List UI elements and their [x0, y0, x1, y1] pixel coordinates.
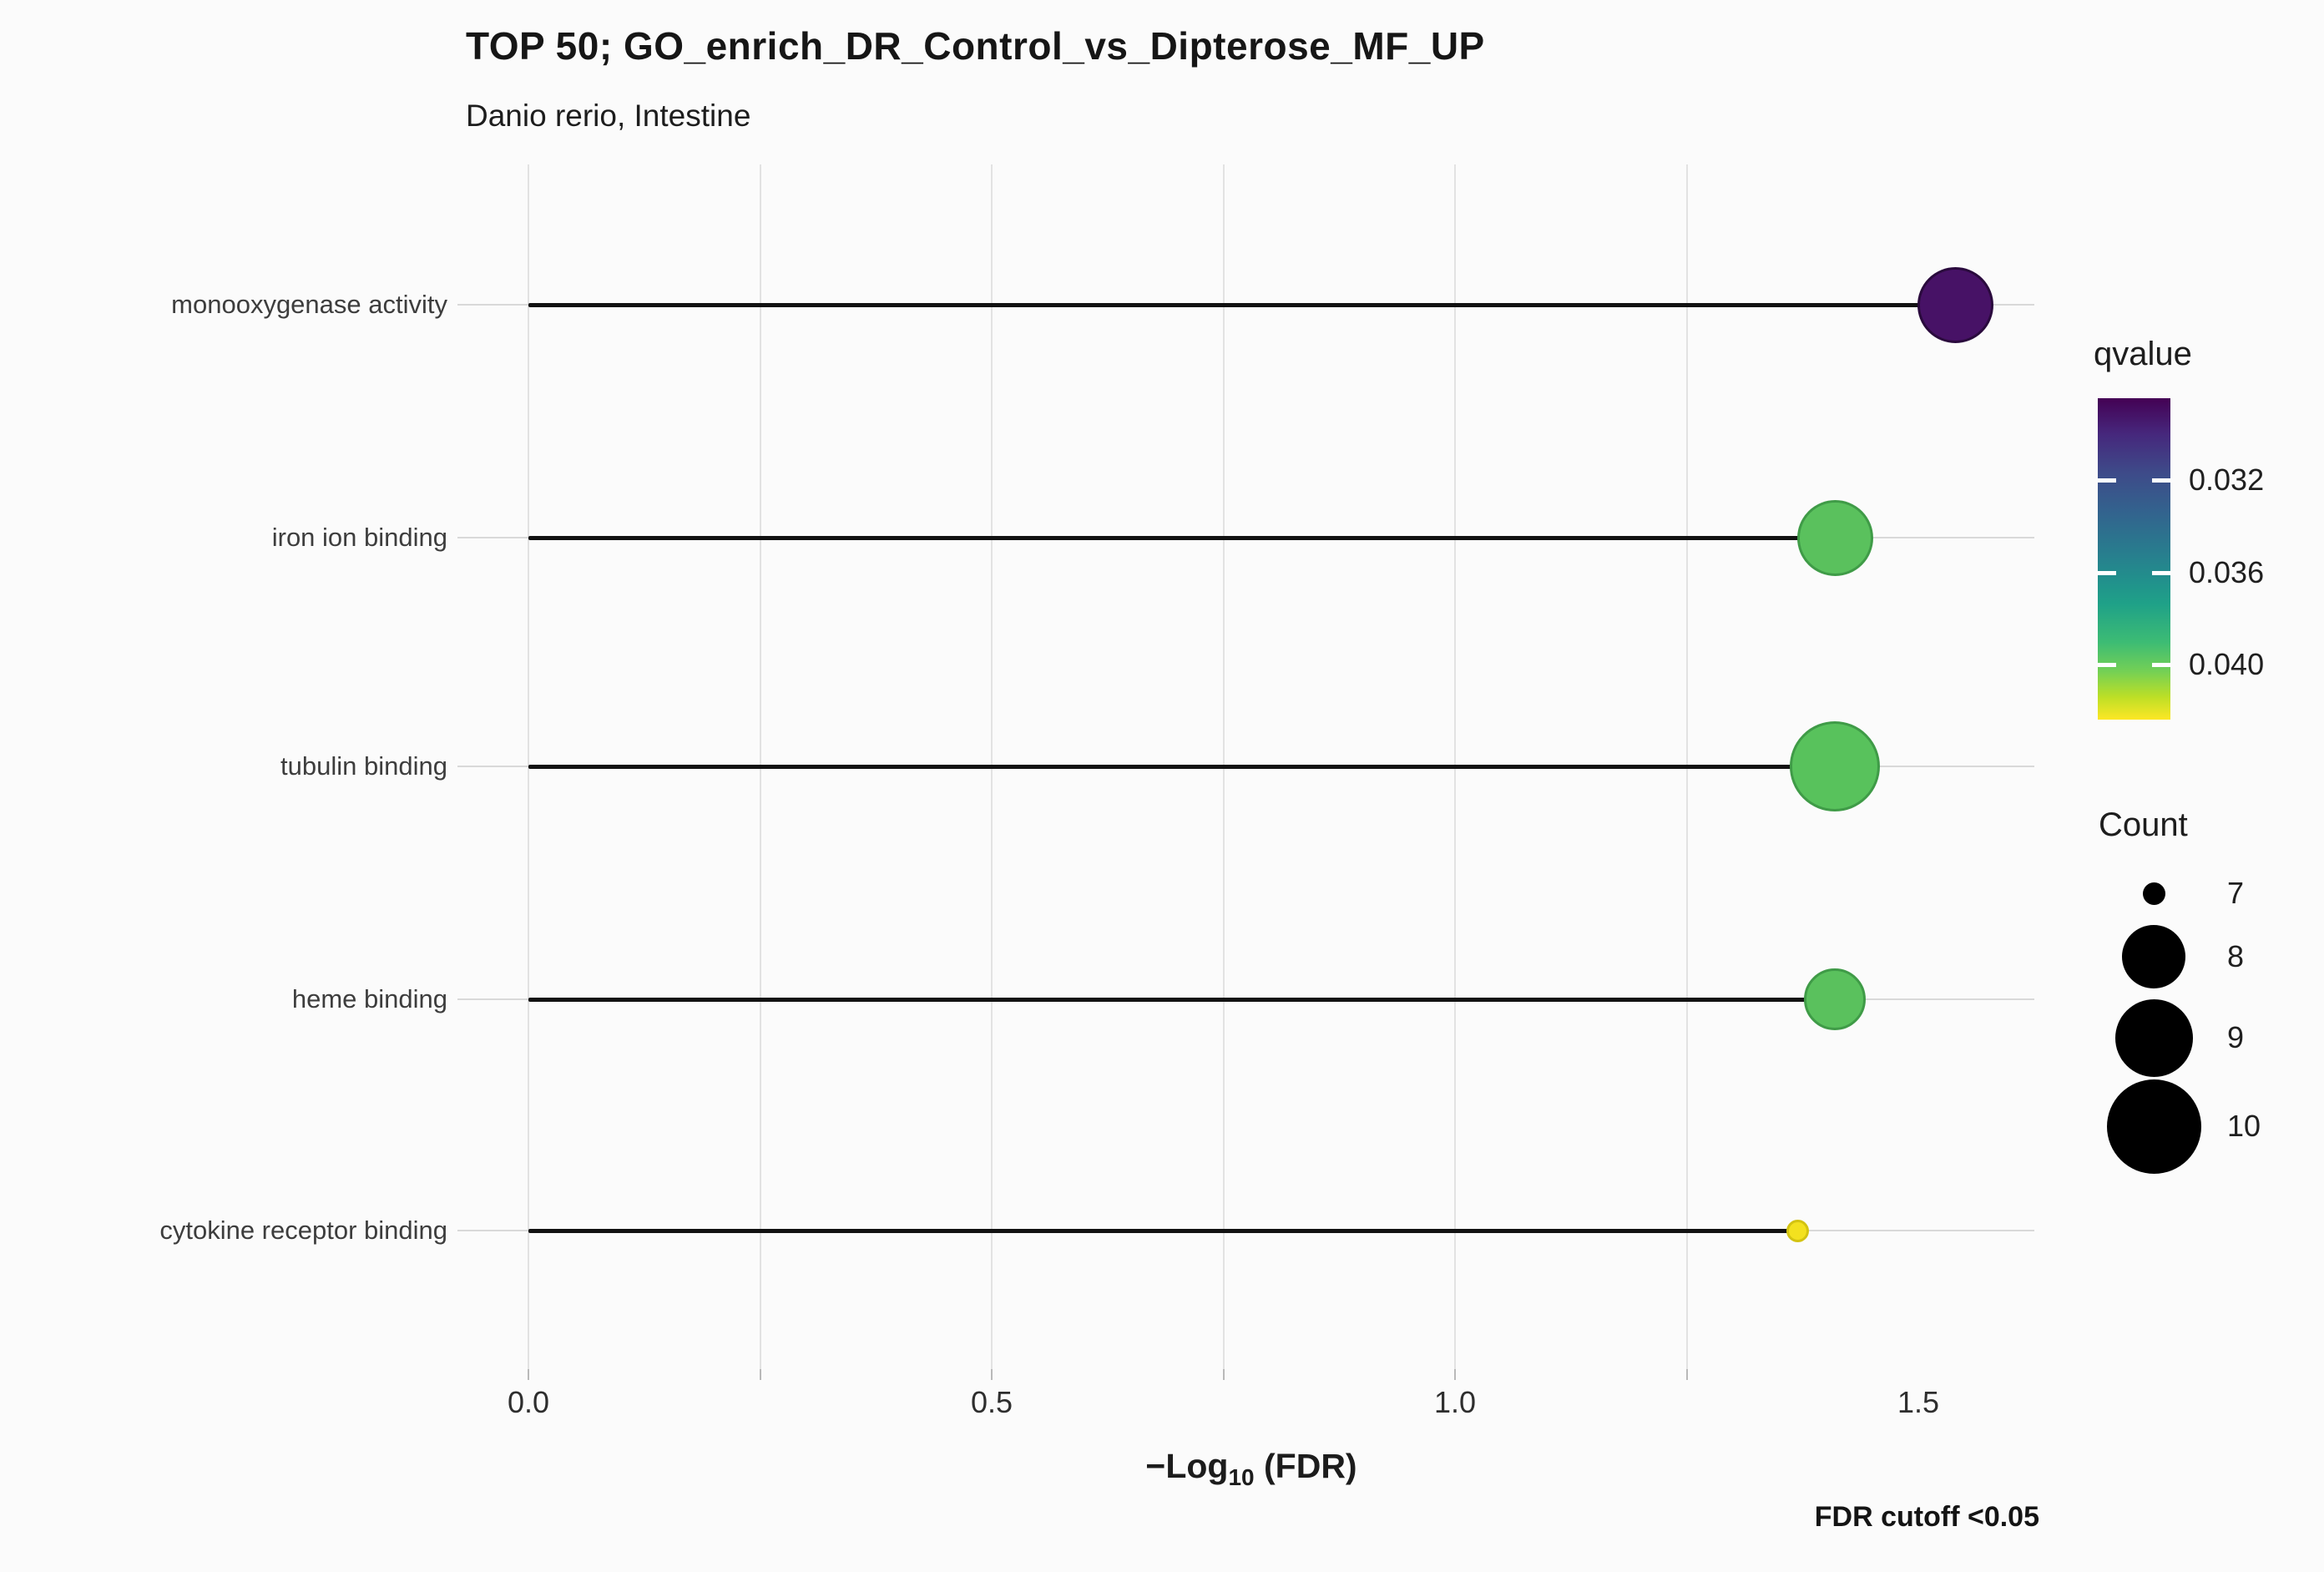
x-axis-title-prefix: −Log [1145, 1447, 1229, 1485]
x-axis-tick-label: 1.0 [1433, 1385, 1477, 1419]
lollipop-stem [528, 998, 1836, 1002]
count-legend-label: 10 [2227, 1109, 2261, 1143]
chart-subtitle: Danio rerio, Intestine [466, 99, 751, 133]
count-legend-dot [2122, 925, 2185, 988]
qvalue-colorbar [2098, 398, 2170, 720]
data-point-dot [1917, 266, 1993, 343]
x-axis-title: −Log10 (FDR) [1001, 1447, 1502, 1491]
data-point-dot [1796, 499, 1873, 576]
y-axis-category-label: iron ion binding [271, 523, 447, 552]
colorbar-tick-left [2098, 662, 2116, 667]
x-axis-tick-mark [1454, 1369, 1456, 1380]
x-axis-title-rest: (FDR) [1254, 1447, 1357, 1485]
chart-title: TOP 50; GO_enrich_DR_Control_vs_Dipteros… [466, 24, 1485, 68]
x-axis-tick-label: 1.5 [1897, 1385, 1940, 1419]
x-axis-tick-mark [1222, 1369, 1225, 1380]
colorbar-tick-right [2152, 478, 2170, 483]
count-legend-label: 9 [2227, 1020, 2245, 1054]
colorbar-tick-label: 0.036 [2189, 554, 2265, 589]
x-axis-tick-mark [528, 1369, 529, 1380]
count-legend-dot [2106, 1079, 2201, 1174]
lollipop-stem [528, 536, 1836, 540]
data-point-dot [1804, 968, 1867, 1030]
colorbar-tick-right [2152, 662, 2170, 667]
x-axis-tick-mark [1685, 1369, 1688, 1380]
x-axis-tick-mark [759, 1369, 761, 1380]
colorbar-tick-right [2152, 570, 2170, 575]
count-legend-label: 7 [2227, 876, 2245, 910]
data-point-dot [1786, 1219, 1810, 1242]
count-legend-title: Count [2099, 806, 2188, 843]
qvalue-legend-title: qvalue [2094, 336, 2192, 372]
x-axis-tick-label: 0.0 [507, 1385, 550, 1419]
x-axis-title-subscript: 10 [1228, 1464, 1255, 1491]
y-axis-category-label: tubulin binding [280, 751, 447, 781]
lollipop-stem [528, 303, 1956, 307]
lollipop-stem [528, 765, 1836, 769]
colorbar-tick-label: 0.032 [2189, 463, 2265, 498]
colorbar-tick-left [2098, 570, 2116, 575]
data-point-dot [1790, 721, 1881, 811]
colorbar-tick-label: 0.040 [2189, 646, 2265, 681]
y-axis-category-label: monooxygenase activity [171, 290, 447, 319]
count-legend-label: 8 [2227, 939, 2245, 973]
y-axis-category-label: heme binding [291, 984, 447, 1013]
lollipop-stem [528, 1229, 1798, 1233]
fdr-cutoff-caption: FDR cutoff <0.05 [1814, 1501, 2039, 1533]
count-legend-dot [2114, 998, 2193, 1077]
count-legend-dot [2142, 882, 2165, 905]
x-axis-tick-label: 0.5 [970, 1385, 1013, 1419]
y-axis-category-label: cytokine receptor binding [159, 1216, 447, 1245]
x-axis-tick-mark [991, 1369, 993, 1380]
colorbar-tick-left [2098, 478, 2116, 483]
